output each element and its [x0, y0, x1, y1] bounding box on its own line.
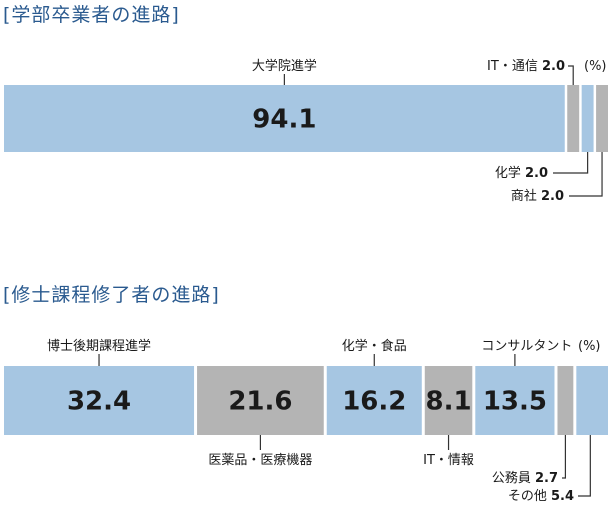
category-label-4: コンサルタント: [481, 339, 572, 354]
bar-segment-6: [576, 366, 608, 435]
bar-segment-4: [475, 366, 555, 435]
data-label-3: 8.1: [426, 387, 472, 417]
leader-line-3: [569, 152, 603, 197]
category-label-3: 商社 2.0: [511, 188, 564, 204]
chart2-bars: 32.4 21.6 16.2 8.1 13.5: [4, 366, 608, 435]
category-label-1: IT・通信 2.0: [487, 59, 565, 74]
unit-label-1: (%): [584, 59, 607, 74]
data-label-4: 13.5: [483, 387, 547, 417]
leader-line-6: [578, 435, 591, 497]
category-label-0: 博士後期課程進学: [47, 338, 151, 354]
leader-line-5: [562, 435, 567, 479]
data-label-0: 32.4: [67, 387, 131, 417]
chart2-title: [修士課程修了者の進路]: [3, 284, 220, 306]
bar-segment-0: [4, 366, 195, 435]
bar-segment-5: [557, 366, 574, 435]
bar-segment-2: [581, 85, 594, 152]
category-label-6: その他 5.4: [508, 489, 574, 504]
bar-segment-3: [424, 366, 473, 435]
leader-line-2: [553, 152, 589, 174]
category-label-2: 化学・食品: [342, 338, 407, 354]
category-label-0: 大学院進学: [252, 58, 317, 74]
bar-segment-1: [567, 85, 580, 152]
bar-segment-3: [596, 85, 608, 152]
data-label-1: 21.6: [228, 387, 292, 417]
bar-segment-0: [4, 85, 565, 152]
category-label-5: 公務員 2.7: [492, 471, 558, 486]
chart1-title: [学部卒業者の進路]: [3, 4, 180, 26]
bar-segment-1: [197, 366, 324, 435]
chart1-bars: 94.1: [4, 85, 608, 152]
leader-line-1: [568, 65, 574, 85]
category-label-3: IT・情報: [423, 453, 474, 468]
bar-segment-2: [326, 366, 422, 435]
annotations: 大学院進学 IT・通信 2.0 (%) 化学 2.0 商社 2.0 博士後期課程進学 化学・…: [47, 58, 606, 504]
category-label-2: 化学 2.0: [495, 165, 548, 181]
data-label-2: 16.2: [342, 387, 406, 417]
unit-label-2: (%): [578, 339, 601, 354]
category-label-1: 医薬品・医療機器: [208, 453, 312, 468]
data-label-0: 94.1: [252, 105, 316, 135]
